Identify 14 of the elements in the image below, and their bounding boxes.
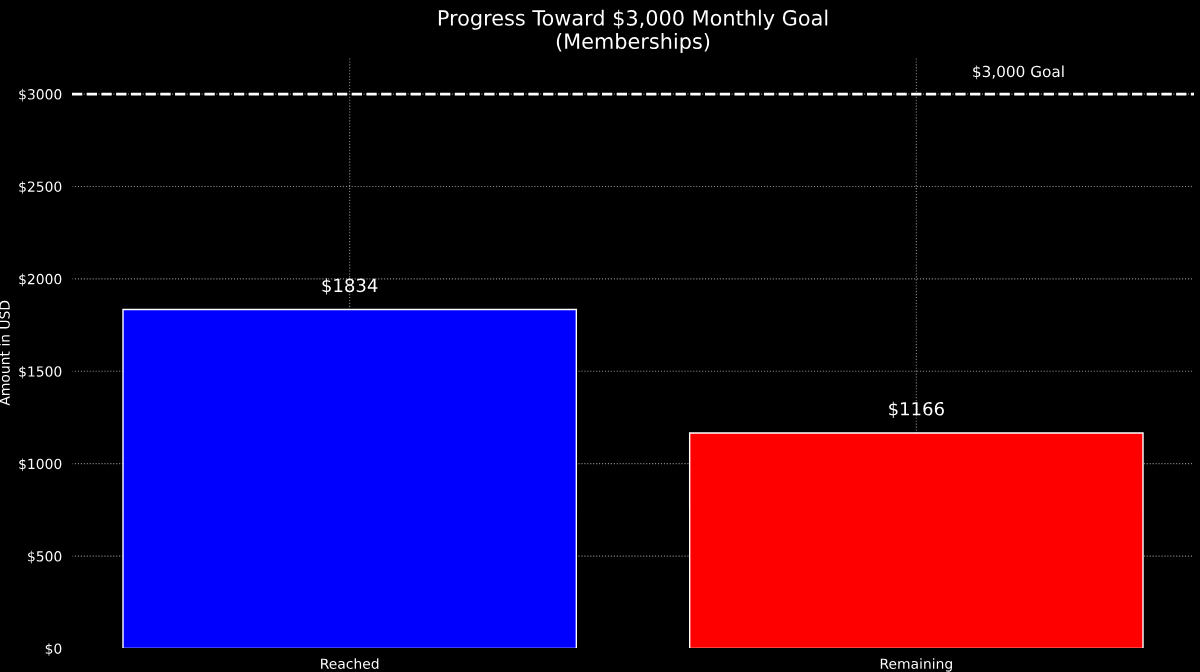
data-label: $1166 — [889, 401, 944, 419]
y-tick-label: $2000 — [19, 273, 62, 287]
y-tick-label: $500 — [28, 550, 62, 564]
y-tick-label: $0 — [45, 643, 62, 656]
y-tick-label: $2500 — [19, 181, 62, 194]
y-tick-label: $1500 — [19, 366, 62, 379]
data-label: $1834 — [322, 278, 378, 295]
ref-line-label: $3,000 Goal — [973, 65, 1064, 80]
x-tick-label: Remaining — [880, 658, 952, 672]
y-tick-label: $1000 — [19, 458, 62, 471]
y-tick-label: $3000 — [19, 88, 62, 102]
y-axis-title: Amount in USD — [0, 300, 10, 406]
chart-title: Progress Toward $3,000 Monthly Goal (Memberships) — [438, 9, 828, 54]
x-tick-label: Reached — [321, 658, 379, 669]
